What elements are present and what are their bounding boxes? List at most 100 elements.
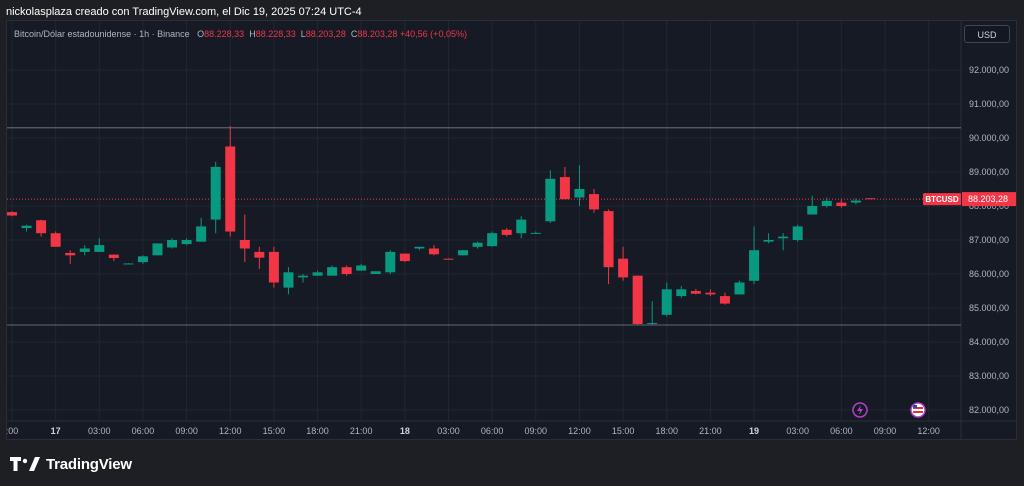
candle-body: [705, 292, 716, 295]
candle-body: [632, 275, 643, 324]
candle-body: [763, 240, 774, 242]
candle-body: [50, 233, 61, 247]
candle-body: [254, 251, 265, 258]
y-tick-label: 85.000,00: [969, 303, 1009, 313]
candle-body: [152, 243, 163, 256]
us-flag-stripe-icon: [913, 407, 923, 409]
x-tick-label: 12:00: [219, 426, 242, 436]
x-tick-label: 18:00: [655, 426, 678, 436]
x-tick-label: 03:00: [88, 426, 111, 436]
x-tick-label: 09:00: [175, 426, 198, 436]
candle-body: [501, 229, 512, 235]
candle-body: [399, 253, 410, 262]
candle-body: [385, 251, 396, 273]
y-tick-label: 90.000,00: [969, 133, 1009, 143]
candle-body: [487, 233, 498, 247]
candle-body: [516, 219, 527, 234]
candle-body: [196, 226, 207, 242]
candle-body: [443, 258, 454, 260]
x-tick-label: 18: [400, 426, 410, 436]
x-tick-label: 09:00: [874, 426, 897, 436]
y-tick-label: 89.000,00: [969, 167, 1009, 177]
y-tick-label: 91.000,00: [969, 99, 1009, 109]
y-tick-label: 83.000,00: [969, 371, 1009, 381]
legend-symbol: Bitcoin/Dólar estadounidense · 1h · Bina…: [14, 29, 190, 39]
x-tick-label: 03:00: [786, 426, 809, 436]
candle-body: [327, 267, 338, 276]
candlestick-chart[interactable]: 92.000,0091.000,0090.000,0089.000,0088.0…: [7, 21, 1016, 439]
candle-body: [65, 252, 76, 256]
x-tick-label: 06:00: [830, 426, 853, 436]
candle-body: [749, 250, 760, 281]
x-tick-label: 21:00: [699, 426, 722, 436]
x-tick-label: 06:00: [132, 426, 155, 436]
chart-frame[interactable]: 92.000,0091.000,0090.000,0089.000,0088.0…: [6, 20, 1017, 440]
x-tick-label: 21:00: [350, 426, 373, 436]
y-tick-label: 87.000,00: [969, 235, 1009, 245]
price-tag-bg: [962, 192, 1016, 207]
candle-body: [414, 246, 425, 249]
currency-button[interactable]: USD: [964, 25, 1010, 43]
legend-open-label: O: [197, 29, 205, 39]
candle-body: [603, 211, 614, 268]
candle-body: [792, 226, 803, 240]
y-tick-label: 86.000,00: [969, 269, 1009, 279]
candle-body: [225, 146, 236, 232]
legend-close-value: 88.203,28: [357, 29, 398, 39]
x-tick-label: 19: [749, 426, 759, 436]
candle-body: [865, 198, 876, 200]
tradingview-logo: TradingView: [10, 455, 132, 473]
lightning-bolt-icon: [857, 405, 863, 415]
candle-body: [428, 248, 439, 255]
candle-body: [137, 256, 148, 263]
y-tick-label: 92.000,00: [969, 65, 1009, 75]
y-tick-label: 82.000,00: [969, 405, 1009, 415]
y-tick-label: 84.000,00: [969, 337, 1009, 347]
legend-high-value: 88.228,33: [255, 29, 296, 39]
candle-body: [312, 272, 323, 276]
tradingview-brand: TradingView: [46, 455, 132, 473]
x-tick-label: 15:00: [263, 426, 286, 436]
symbol-legend: Bitcoin/Dólar estadounidense · 1h · Bina…: [14, 28, 467, 40]
symbol-tag-bg: [923, 193, 961, 206]
candle-body: [21, 225, 32, 229]
x-tick-label: 09:00: [525, 426, 548, 436]
candle-body: [268, 251, 279, 283]
candle-body: [647, 322, 658, 324]
candle-body: [574, 189, 585, 198]
candle-body: [836, 202, 847, 206]
x-tick-label: 12:00: [568, 426, 591, 436]
candle-body: [210, 166, 221, 220]
candle-body: [7, 212, 17, 216]
candle-body: [676, 289, 687, 297]
legend-low-value: 88.203,28: [305, 29, 346, 39]
candle-body: [94, 245, 105, 252]
price-tag-label: 88.203,28: [968, 194, 1008, 204]
candle-body: [719, 296, 730, 304]
legend-high-label: H: [249, 29, 256, 39]
x-tick-label: 06:00: [481, 426, 504, 436]
candle-body: [559, 177, 570, 200]
candle-body: [298, 275, 308, 278]
x-tick-label: 03:00: [437, 426, 460, 436]
legend-change: +40,56 (+0,05%): [399, 29, 467, 39]
candle-body: [807, 206, 818, 215]
candle-body: [734, 282, 745, 295]
candle-body: [283, 272, 294, 288]
candle-body: [123, 263, 134, 265]
candle-body: [79, 248, 90, 252]
x-tick-label: 18:00: [306, 426, 329, 436]
candle-body: [690, 291, 701, 294]
x-tick-label: :00: [7, 426, 18, 436]
us-flag-stripe-icon: [913, 411, 923, 413]
legend-open-value: 88.228,33: [204, 29, 245, 39]
candle-body: [181, 240, 192, 245]
candle-body: [618, 258, 629, 278]
candle-body: [356, 265, 367, 271]
symbol-tag-label: BTCUSD: [925, 195, 959, 204]
candle-body: [589, 194, 599, 210]
candle-body: [108, 254, 119, 259]
candle-body: [36, 220, 47, 234]
candle-body: [661, 289, 672, 315]
x-tick-label: 15:00: [612, 426, 635, 436]
